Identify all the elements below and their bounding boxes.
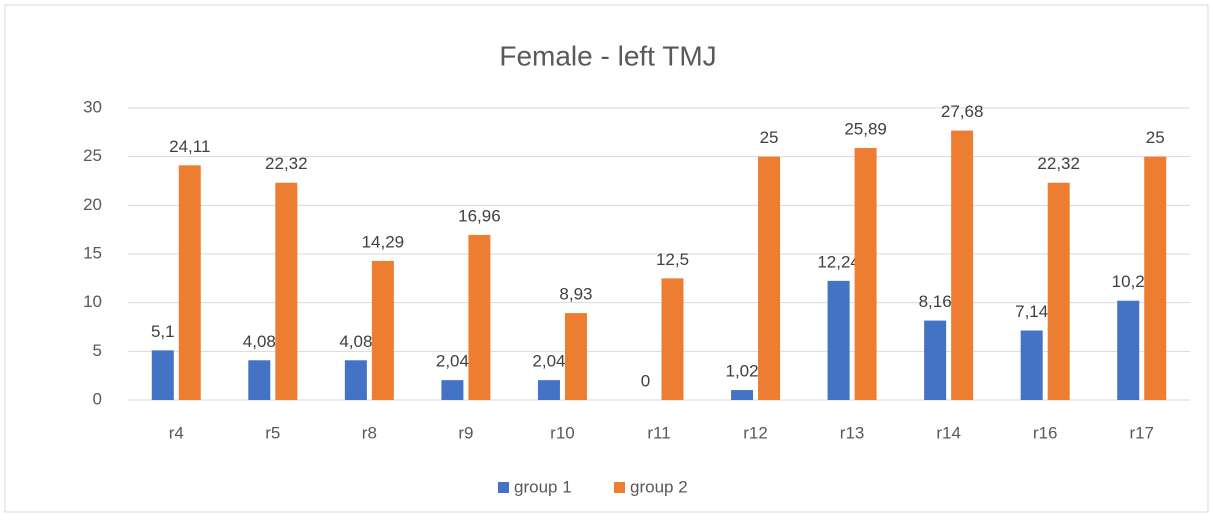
y-tick-label: 20 [83, 195, 102, 214]
bar [924, 320, 947, 400]
bar [151, 350, 174, 400]
y-tick-label: 10 [83, 292, 102, 311]
data-label: 25 [1146, 128, 1165, 147]
x-tick-label: r9 [458, 423, 473, 442]
data-label: 7,14 [1015, 302, 1048, 321]
bar [248, 360, 271, 400]
bar [344, 360, 367, 400]
x-tick-label: r17 [1129, 423, 1154, 442]
y-tick-label: 25 [83, 146, 102, 165]
legend-label: group 2 [630, 477, 688, 496]
x-tick-label: r5 [265, 423, 280, 442]
data-label: 12,24 [817, 252, 860, 271]
data-label: 22,32 [265, 154, 308, 173]
bar [1117, 300, 1140, 400]
bar [827, 280, 850, 400]
bar [1020, 330, 1043, 400]
bar [468, 234, 491, 400]
bar [1047, 182, 1070, 400]
data-label: 8,16 [919, 292, 952, 311]
legend-swatch [498, 482, 509, 493]
data-label: 10,2 [1112, 272, 1145, 291]
chart-border [4, 4, 1209, 513]
data-label: 22,32 [1037, 154, 1080, 173]
x-tick-label: r16 [1033, 423, 1058, 442]
data-label: 4,08 [243, 332, 276, 351]
data-label: 5,1 [151, 322, 175, 341]
bar [661, 278, 684, 400]
data-label: 0 [641, 371, 650, 390]
bar [951, 130, 974, 400]
y-tick-label: 5 [93, 341, 102, 360]
data-label: 14,29 [362, 232, 405, 251]
y-tick-label: 0 [93, 389, 102, 408]
bar [371, 260, 394, 400]
data-label: 12,5 [656, 250, 689, 269]
data-label: 2,04 [436, 352, 469, 371]
data-label: 1,02 [725, 362, 758, 381]
bar [275, 182, 298, 400]
bar [564, 313, 587, 400]
x-tick-label: r13 [840, 423, 865, 442]
data-label: 2,04 [532, 352, 565, 371]
x-tick-label: r12 [743, 423, 768, 442]
bar [1144, 156, 1167, 400]
x-tick-label: r8 [362, 423, 377, 442]
bar [854, 148, 877, 400]
legend-swatch [614, 482, 625, 493]
data-label: 8,93 [559, 285, 592, 304]
data-label: 27,68 [941, 102, 984, 121]
data-label: 4,08 [339, 332, 372, 351]
bar [731, 390, 754, 400]
y-tick-label: 15 [83, 243, 102, 262]
x-tick-label: r14 [936, 423, 961, 442]
bar [537, 380, 560, 400]
data-label: 25,89 [844, 119, 887, 138]
x-tick-label: r10 [550, 423, 575, 442]
bar [441, 380, 464, 400]
legend-label: group 1 [514, 477, 572, 496]
bar [178, 165, 201, 400]
x-tick-label: r11 [647, 423, 670, 442]
data-label: 25 [760, 128, 779, 147]
data-label: 16,96 [458, 206, 501, 225]
bar [758, 156, 781, 400]
chart-title: Female - left TMJ [499, 40, 716, 71]
data-label: 24,11 [169, 137, 210, 156]
x-tick-label: r4 [169, 423, 184, 442]
y-tick-label: 30 [83, 97, 102, 116]
